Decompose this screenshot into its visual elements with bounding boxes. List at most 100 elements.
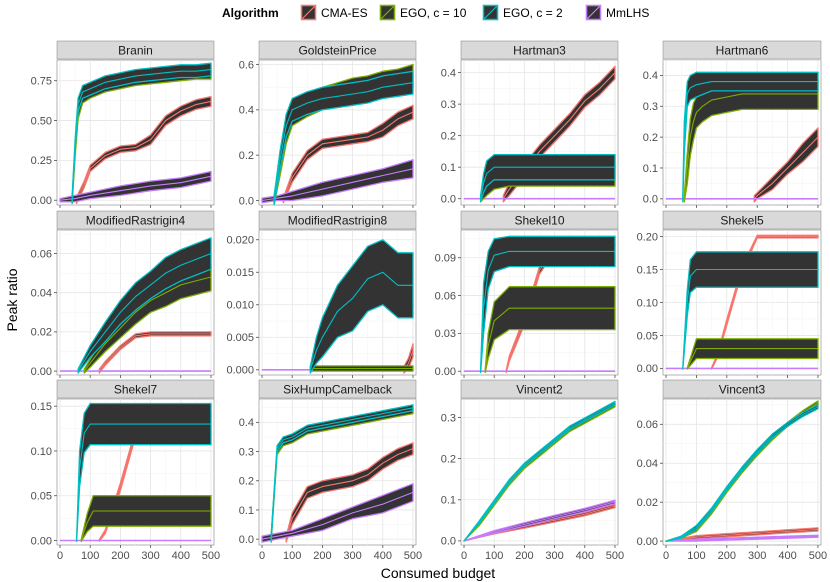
y-tick-label: 0.06	[435, 290, 456, 302]
band-ego-c-2	[270, 404, 414, 543]
line-ego-c-2	[480, 166, 615, 199]
y-axis: 0.00 0.03 0.06 0.09	[435, 253, 461, 378]
legend-item-mmlhs: MmLHS	[584, 3, 649, 22]
line-ego-c-10	[484, 307, 615, 372]
x-tick-label: 400	[374, 550, 392, 562]
panel-title: Vincent3	[719, 383, 766, 397]
y-tick-label: 0.10	[637, 297, 658, 309]
series-group	[666, 71, 819, 203]
panel-modifiedrastrigin8: ModifiedRastrigin80.0000.0050.0100.0150.…	[226, 210, 417, 378]
x-axis	[261, 375, 414, 378]
line-ego-c-2	[682, 268, 818, 369]
grid	[259, 60, 416, 205]
panel-title: Hartman6	[716, 44, 769, 58]
y-tick-label: 0.2	[441, 453, 456, 465]
x-tick-label: 500	[202, 550, 220, 562]
band-ego-c-2	[77, 237, 212, 374]
x-axis: 0 100 200 300 400 500	[57, 545, 220, 562]
x-tick-label: 200	[111, 550, 129, 562]
y-tick-label: 0.15	[31, 401, 52, 413]
series-group	[666, 234, 819, 370]
band-ego-c-10	[80, 495, 212, 543]
line-ego-c-2	[480, 250, 615, 372]
x-tick-label: 200	[718, 550, 736, 562]
line-ego-c-2	[309, 271, 413, 370]
y-tick-label: 0.005	[226, 332, 254, 344]
strip	[662, 40, 822, 60]
y-tick-label: 0.00	[637, 536, 658, 548]
strip	[662, 210, 822, 230]
x-tick-label: 0	[663, 550, 669, 562]
x-axis	[463, 205, 616, 208]
y-tick-label: 0.1	[239, 505, 254, 517]
strip	[56, 210, 215, 230]
y-tick-label: 0.05	[637, 330, 658, 342]
y-axis: 0.0 0.1 0.2 0.3 0.4	[441, 67, 461, 205]
line-ego-c-2	[665, 406, 819, 542]
legend: Algorithm CMA-ES EGO, c = 10 EGO, c = 2 MmL…	[222, 3, 649, 22]
x-tick-label: 400	[778, 550, 796, 562]
y-tick-label: 0.09	[435, 253, 456, 265]
y-tick-label: 0.20	[637, 231, 658, 243]
y-axis: 0.0 0.2 0.4 0.6	[239, 59, 259, 207]
y-axis: 0.0 0.1 0.2 0.3	[441, 412, 461, 548]
line-ego-c-10	[683, 93, 818, 199]
line-mmlhs	[665, 535, 819, 542]
strip	[56, 40, 215, 60]
x-tick-label: 300	[748, 550, 766, 562]
strip	[56, 379, 215, 399]
panel-hartman3: Hartman3 0.0 0.1 0.2 0.3 0.4	[441, 40, 619, 208]
band-ego-c-2	[665, 404, 819, 542]
x-axis: 0 100 200 300 400 500	[259, 545, 422, 562]
x-tick-label: 100	[687, 550, 705, 562]
band-ego-c-2	[309, 239, 414, 374]
y-tick-label: 0.06	[31, 248, 52, 260]
x-tick-label: 500	[809, 550, 827, 562]
series-group	[60, 237, 212, 374]
series-group	[464, 65, 616, 203]
x-tick-label: 300	[141, 550, 159, 562]
y-tick-label: 0.4	[441, 67, 456, 79]
x-tick-label: 100	[485, 550, 503, 562]
strip	[258, 379, 417, 399]
legend-title: Algorithm	[222, 6, 279, 20]
line-cma-es	[76, 100, 212, 201]
x-tick-label: 300	[545, 550, 563, 562]
y-tick-label: 0.1	[441, 495, 456, 507]
strip	[460, 379, 619, 399]
legend-label: MmLHS	[606, 6, 649, 20]
x-tick-label: 200	[515, 550, 533, 562]
y-tick-label: 0.00	[31, 535, 52, 547]
y-axis: 0.000 0.005 0.010 0.015 0.020	[226, 235, 259, 377]
band-mmlhs	[261, 483, 414, 543]
y-tick-label: 0.3	[441, 412, 456, 424]
x-axis	[261, 205, 414, 208]
panel-sixhumpcamelback: SixHumpCamelback 0.0 0.1 0.2 0.3 0.4 0 100 200 30…	[239, 379, 422, 562]
line-mmlhs	[59, 175, 212, 201]
line-ego-c-2	[71, 69, 212, 201]
y-axis-label: Peak ratio	[4, 268, 20, 331]
panel-shekel7: Shekel7 0.00 0.05 0.10 0.15 0 100 200 300 400 500	[31, 379, 220, 562]
y-tick-label: 0.02	[637, 497, 658, 509]
band-cma-es	[75, 95, 212, 205]
line-cma-es	[753, 136, 819, 200]
legend-label: EGO, c = 2	[503, 6, 563, 20]
legend-label: EGO, c = 10	[400, 6, 467, 20]
x-axis: 0 100 200 300 400 500	[461, 545, 624, 562]
y-tick-label: 0.0	[441, 193, 456, 205]
x-tick-label: 300	[343, 550, 361, 562]
y-tick-label: 0.1	[643, 163, 658, 175]
y-tick-label: 0.2	[441, 130, 456, 142]
y-tick-label: 0.4	[643, 70, 658, 82]
x-tick-label: 400	[576, 550, 594, 562]
y-tick-label: 0.3	[239, 446, 254, 458]
panel-title: Shekel7	[114, 383, 158, 397]
y-tick-label: 0.00	[637, 363, 658, 375]
y-tick-label: 0.2	[239, 150, 254, 162]
y-tick-label: 0.0	[441, 536, 456, 548]
y-tick-label: 0.00	[31, 366, 52, 378]
x-axis-label: Consumed budget	[381, 565, 496, 581]
y-tick-label: 0.020	[226, 235, 254, 247]
y-axis: 0.00 0.05 0.10 0.15	[31, 401, 57, 547]
y-tick-label: 0.04	[637, 458, 658, 470]
